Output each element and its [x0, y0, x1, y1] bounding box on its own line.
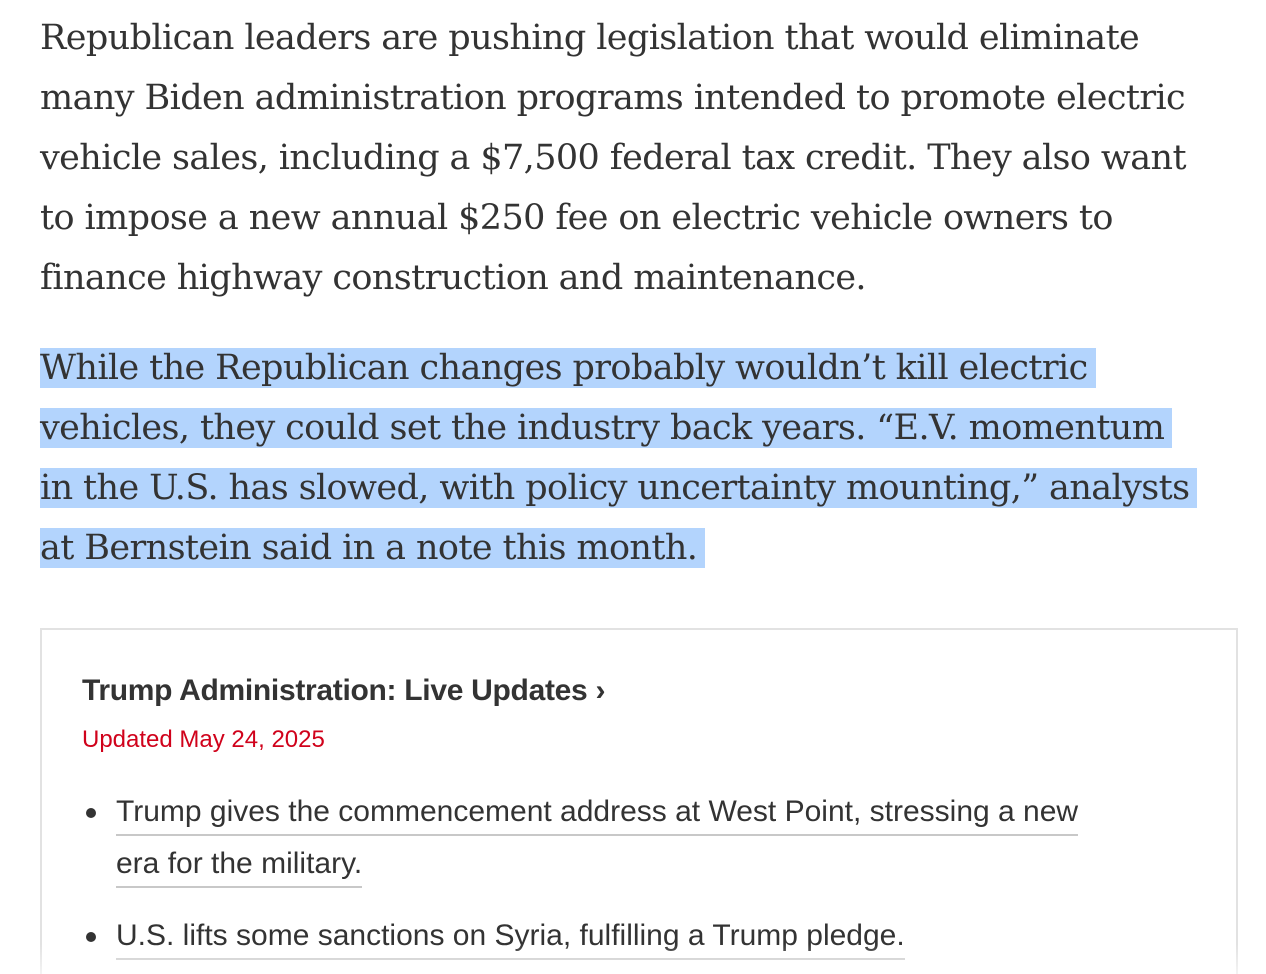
- selected-text-line[interactable]: While the Republican changes probably wo…: [40, 348, 1096, 388]
- paragraph-line: to impose a new annual $250 fee on elect…: [40, 198, 1113, 238]
- live-updates-title-link[interactable]: Trump Administration: Live Updates ›: [82, 674, 606, 707]
- live-updates-module: Trump Administration: Live Updates › Upd…: [40, 628, 1238, 974]
- selected-text-line[interactable]: at Bernstein said in a note this month.: [40, 528, 706, 568]
- bottom-fade: [0, 944, 1266, 974]
- paragraph-line: finance highway construction and mainten…: [40, 258, 867, 298]
- selected-text-line[interactable]: vehicles, they could set the industry ba…: [40, 408, 1173, 448]
- article-paragraph-1: Republican leaders are pushing legislati…: [40, 8, 1240, 308]
- paragraph-line: vehicle sales, including a $7,500 federa…: [40, 138, 1187, 178]
- live-updates-timestamp: Updated May 24, 2025: [82, 726, 325, 753]
- article-paragraph-2-selected[interactable]: While the Republican changes probably wo…: [40, 338, 1240, 578]
- bullet-icon: [86, 932, 96, 942]
- live-update-link[interactable]: era for the military.: [116, 842, 363, 888]
- live-update-link[interactable]: Trump gives the commencement address at …: [116, 790, 1079, 836]
- live-update-item[interactable]: Trump gives the commencement address at …: [86, 788, 1079, 892]
- paragraph-line: Republican leaders are pushing legislati…: [40, 18, 1140, 58]
- selected-text-line[interactable]: in the U.S. has slowed, with policy unce…: [40, 468, 1198, 508]
- bullet-icon: [86, 808, 96, 818]
- paragraph-line: many Biden administration programs inten…: [40, 78, 1186, 118]
